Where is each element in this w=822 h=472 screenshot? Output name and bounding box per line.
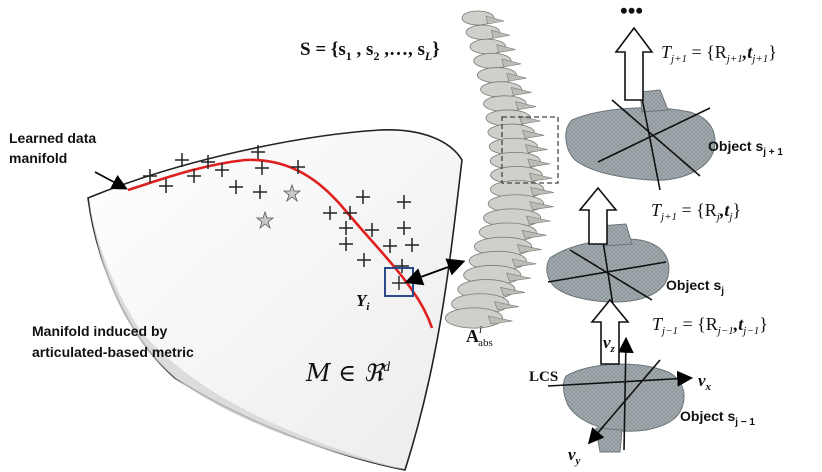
low-transform-label: Tj−1 = {Rj−1,tj−1}	[652, 314, 768, 337]
manifold-sheet	[88, 130, 462, 470]
set-label: S = {s1 , s2 ,…, sL}	[300, 39, 440, 63]
a-abs-label: Ai abs	[466, 324, 493, 349]
object-top-label: Object sj + 1	[708, 138, 783, 158]
manifold-math-label: M ∈ ℜd	[305, 359, 391, 387]
object-top	[566, 88, 715, 190]
top-dots: •••	[620, 0, 643, 23]
learned-label-arrow	[95, 172, 125, 188]
block-arrow-top	[616, 28, 652, 100]
object-bottom-label: Object sj − 1	[680, 408, 755, 428]
mid-transform-label: Tj+1 = {Rj,tj}	[651, 200, 741, 223]
top-transform-label: Tj+1 = {Rj+1,tj+1}	[661, 42, 777, 65]
object-mid-label: Object sj	[666, 277, 724, 297]
lcs-z-axis	[624, 340, 626, 450]
learned-manifold-label: Learned data manifold	[9, 130, 100, 166]
lcs-label: LCS	[529, 369, 558, 385]
vx-label: vx	[698, 371, 712, 393]
vy-label: vy	[568, 445, 581, 467]
